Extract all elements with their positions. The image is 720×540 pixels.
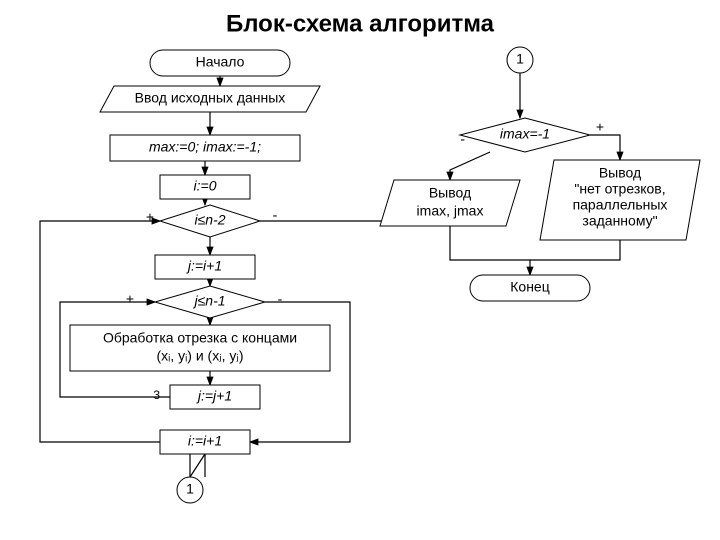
svg-text:-: - [278,291,283,307]
svg-text:Начало: Начало [196,54,245,70]
svg-text:1: 1 [186,481,194,497]
svg-text:i≤n-2: i≤n-2 [194,212,225,228]
svg-text:max:=0; imax:=-1;: max:=0; imax:=-1; [149,139,261,155]
svg-text:Блок-схема алгоритма: Блок-схема алгоритма [226,10,495,37]
svg-text:1: 1 [516,51,524,67]
svg-text:+: + [596,119,604,135]
svg-text:+: + [126,291,134,307]
svg-text:Вывод: Вывод [429,185,471,201]
svg-text:заданному": заданному" [582,213,657,229]
svg-text:-: - [460,131,465,147]
svg-text:Обработка отрезка с концами: Обработка отрезка с концами [103,330,297,346]
svg-text:параллельных: параллельных [573,197,668,213]
svg-text:3: 3 [153,388,160,402]
svg-text:"нет отрезков,: "нет отрезков, [574,181,665,197]
svg-text:-: - [273,207,278,223]
svg-text:imax=-1: imax=-1 [500,126,550,142]
svg-text:(xᵢ, yᵢ) и (xⱼ, yⱼ): (xᵢ, yᵢ) и (xⱼ, yⱼ) [156,348,243,364]
svg-text:imax, jmax: imax, jmax [417,203,484,219]
svg-text:Вывод: Вывод [599,165,641,181]
svg-text:j:=j+1: j:=j+1 [196,388,232,404]
svg-text:j≤n-1: j≤n-1 [192,293,225,309]
svg-text:+: + [146,209,154,225]
svg-text:i:=i+1: i:=i+1 [188,433,222,449]
svg-text:j:=i+1: j:=i+1 [186,258,222,274]
svg-text:Ввод исходных данных: Ввод исходных данных [135,90,286,106]
svg-text:Конец: Конец [510,279,549,295]
svg-text:i:=0: i:=0 [194,178,217,194]
